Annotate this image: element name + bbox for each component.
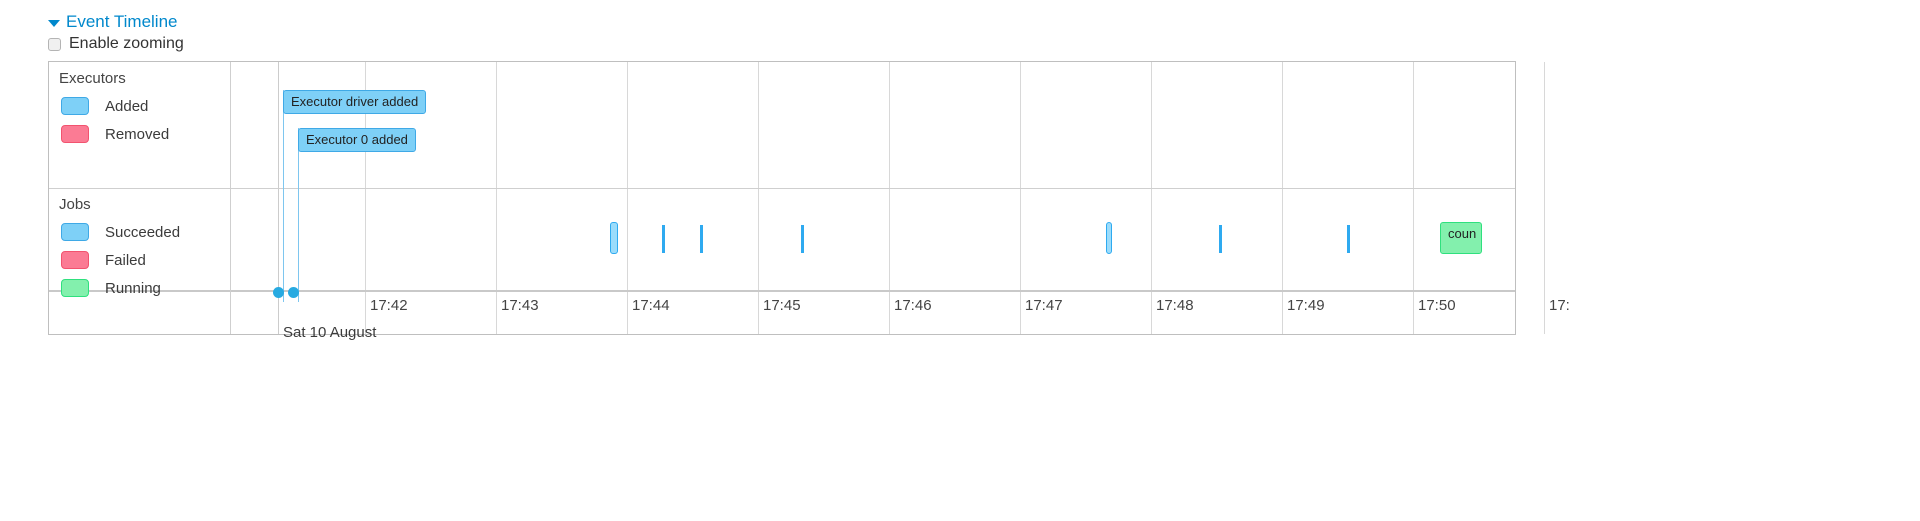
gridline	[365, 62, 366, 334]
job-event-tick[interactable]	[1219, 225, 1222, 253]
swatch-removed-icon	[61, 125, 89, 143]
executor-event-stem	[298, 128, 299, 302]
axis-date-label: Sat 10 August	[283, 324, 377, 341]
job-event-box[interactable]: coun	[1440, 222, 1482, 254]
timeline-axis: 17:42 17:43 17:44 17:45 17:46 17:47 17:48 17:49…	[49, 291, 1570, 341]
job-event-tick[interactable]	[1347, 225, 1350, 253]
legend-divider	[230, 62, 231, 334]
axis-tick-label: 17:	[1549, 297, 1570, 314]
enable-zooming-label: Enable zooming	[69, 35, 184, 52]
job-event-tick[interactable]	[801, 225, 804, 253]
axis-top-separator	[49, 290, 1515, 292]
axis-tick-label: 17:47	[1025, 297, 1063, 314]
gridline	[496, 62, 497, 334]
axis-tick-label: 17:46	[894, 297, 932, 314]
executor-event-box[interactable]: Executor 0 added	[298, 128, 416, 152]
legend-label-succeeded: Succeeded	[105, 223, 181, 241]
axis-tick-label: 17:50	[1418, 297, 1456, 314]
gridline	[1413, 62, 1414, 334]
gridline	[758, 62, 759, 334]
swatch-running-icon	[61, 279, 89, 297]
legend-item-removed[interactable]: Removed	[49, 120, 230, 148]
executor-event-box[interactable]: Executor driver added	[283, 90, 427, 114]
gridline	[1151, 62, 1152, 334]
gridline	[889, 62, 890, 334]
swatch-added-icon	[61, 97, 89, 115]
axis-tick-label: 17:45	[763, 297, 801, 314]
row-separator-executors-jobs	[49, 188, 1515, 189]
swatch-failed-icon	[61, 251, 89, 269]
enable-zooming-row[interactable]: Enable zooming	[48, 35, 184, 53]
legend-item-added[interactable]: Added	[49, 92, 230, 120]
axis-tick-label: 17:43	[501, 297, 539, 314]
axis-tick-label: 17:49	[1287, 297, 1325, 314]
job-event-tick[interactable]	[662, 225, 665, 253]
gridline	[1020, 62, 1021, 334]
job-event-tick[interactable]	[700, 225, 703, 253]
legend-label-failed: Failed	[105, 251, 146, 269]
axis-tick-label: 17:42	[370, 297, 408, 314]
timeline-canvas[interactable]: Executors Added Removed Jobs Succeeded	[48, 61, 1570, 341]
legend-item-failed[interactable]: Failed	[49, 246, 230, 274]
axis-event-dot[interactable]	[273, 287, 284, 298]
legend-group-title-jobs: Jobs	[59, 196, 91, 213]
executor-event-stem	[283, 90, 284, 302]
legend-group-jobs: Jobs Succeeded Failed Running	[49, 196, 230, 302]
legend-label-running: Running	[105, 279, 161, 297]
job-event-tick[interactable]	[610, 222, 618, 254]
legend-label-removed: Removed	[105, 125, 170, 143]
gridline	[1544, 62, 1545, 334]
legend-group-title-executors: Executors	[59, 70, 126, 87]
caret-down-icon	[48, 19, 60, 27]
legend-group-executors: Executors Added Removed	[49, 70, 230, 148]
legend-item-succeeded[interactable]: Succeeded	[49, 218, 230, 246]
job-event-tick[interactable]	[1106, 222, 1112, 254]
page-title[interactable]: Event Timeline	[66, 12, 178, 31]
axis-event-dot[interactable]	[288, 287, 299, 298]
gridline	[278, 62, 279, 334]
axis-tick-label: 17:44	[632, 297, 670, 314]
event-timeline-header[interactable]: Event Timeline	[48, 12, 178, 32]
legend-item-running[interactable]: Running	[49, 274, 230, 302]
gridline	[1282, 62, 1283, 334]
axis-tick-label: 17:48	[1156, 297, 1194, 314]
legend-label-added: Added	[105, 97, 149, 115]
gridline	[627, 62, 628, 334]
checkbox-unchecked-icon[interactable]	[48, 37, 61, 51]
legend-panel: Executors Added Removed Jobs Succeeded	[49, 62, 230, 334]
swatch-succeeded-icon	[61, 223, 89, 241]
